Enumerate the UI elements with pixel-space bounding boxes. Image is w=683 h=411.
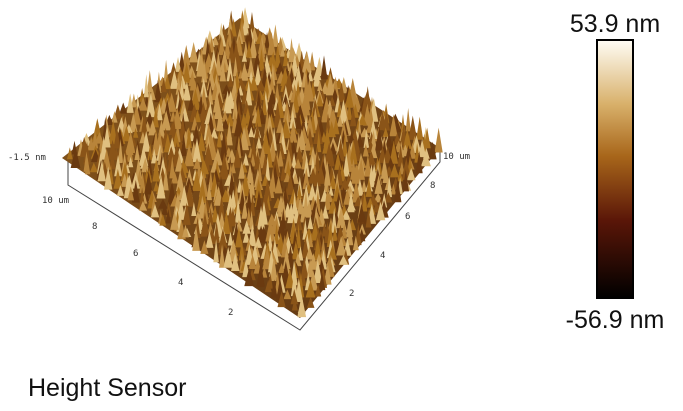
right-axis-tick: 6 [405, 212, 410, 222]
spike [406, 108, 411, 131]
left-axis-tick: 2 [228, 308, 233, 318]
colorbar [597, 40, 633, 298]
z-label: -1.5 nm [8, 153, 46, 163]
right-axis-end: 10 um [443, 152, 470, 162]
figure: -1.5 nm 10 um 8 6 4 2 10 um 8 6 4 2 53.9… [0, 0, 683, 411]
left-axis-tick: 8 [92, 222, 97, 232]
left-axis-tick: 6 [133, 249, 138, 259]
right-axis-tick: 2 [349, 289, 354, 299]
right-axis-tick: 4 [380, 251, 385, 261]
spike [416, 117, 423, 140]
right-axis-tick: 8 [430, 181, 435, 191]
caption: Height Sensor [28, 374, 186, 402]
spike [435, 128, 443, 153]
page: -1.5 nm 10 um 8 6 4 2 10 um 8 6 4 2 53.9… [0, 0, 683, 411]
left-axis-end: 10 um [42, 196, 69, 206]
colorbar-min: -56.9 nm [566, 306, 665, 334]
colorbar-max: 53.9 nm [570, 10, 660, 38]
left-axis-tick: 4 [178, 278, 183, 288]
